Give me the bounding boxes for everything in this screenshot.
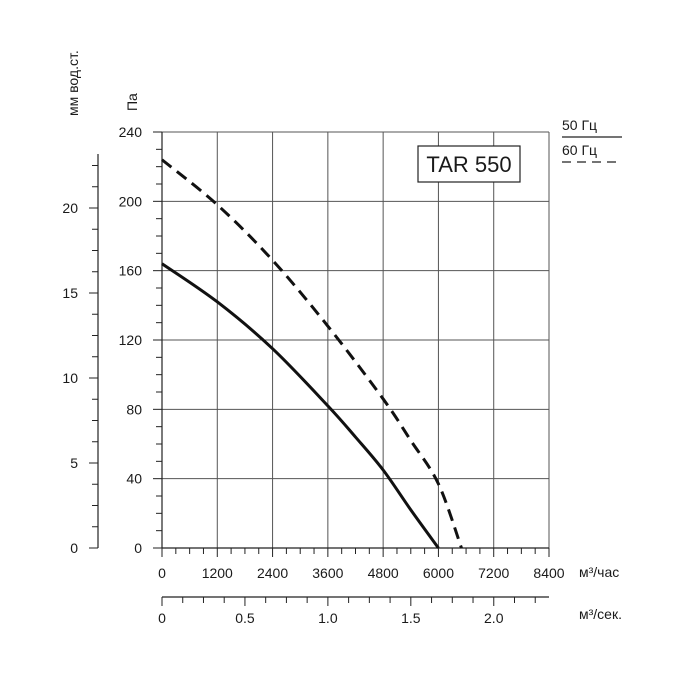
axes — [89, 131, 550, 606]
model-label-box: TAR 550 — [417, 145, 521, 183]
y-tick-label: 0 — [134, 540, 142, 556]
y-tick-label: 40 — [126, 471, 142, 487]
y2-tick-label: 20 — [62, 200, 78, 216]
x2-tick-label: 1.0 — [318, 610, 338, 626]
y-unit-secondary: мм вод.ст. — [65, 50, 81, 116]
x-tick-label: 1200 — [202, 565, 233, 581]
x-tick-label: 0 — [158, 565, 166, 581]
y-tick-label: 120 — [119, 332, 143, 348]
legend-label-50hz: 50 Гц — [562, 117, 597, 133]
x2-tick-label: 1.5 — [401, 610, 421, 626]
x2-tick-label: 2.0 — [484, 610, 504, 626]
x2-tick-label: 0.5 — [235, 610, 255, 626]
legend-label-60hz: 60 Гц — [562, 142, 597, 158]
x-tick-label: 8400 — [533, 565, 564, 581]
y-tick-label: 80 — [126, 401, 142, 417]
x-unit-secondary: м³/сек. — [579, 606, 622, 622]
model-label: TAR 550 — [426, 152, 511, 177]
x-unit-primary: м³/час — [579, 564, 619, 580]
x-tick-label: 2400 — [257, 565, 288, 581]
y-unit-primary: Па — [124, 93, 140, 111]
x2-tick-label: 0 — [158, 610, 166, 626]
grid — [162, 131, 550, 548]
x-tick-label: 7200 — [478, 565, 509, 581]
series-line-50hz — [161, 262, 440, 549]
y-tick-label: 240 — [119, 124, 143, 140]
model-label-frame — [417, 145, 521, 183]
y2-tick-label: 10 — [62, 370, 78, 386]
y-tick-label: 160 — [119, 263, 143, 279]
y2-tick-label: 5 — [70, 455, 78, 471]
y2-tick-label: 0 — [70, 540, 78, 556]
x-tick-label: 4800 — [368, 565, 399, 581]
y2-tick-label: 15 — [62, 285, 78, 301]
x-tick-label: 3600 — [312, 565, 343, 581]
y-tick-label: 200 — [119, 193, 143, 209]
data-series — [161, 158, 463, 549]
legend: 50 Гц 60 Гц — [562, 117, 622, 163]
series-line-60hz — [161, 158, 463, 549]
x-tick-label: 6000 — [423, 565, 454, 581]
